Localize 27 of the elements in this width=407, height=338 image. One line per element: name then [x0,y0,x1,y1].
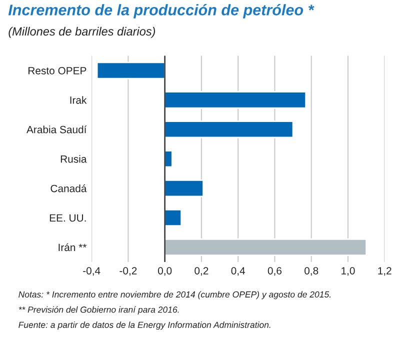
y-tick-label: Rusia [60,155,87,163]
y-tick-label: EE. UU. [50,214,86,222]
x-tick-label: -0,2 [120,267,137,276]
bar [96,62,166,80]
text: Notas: * Incremento entre noviembre de 2014 (cumbre OPEP) y agosto de 2015. [18,291,330,300]
chart-title: Incremento de la producción de petróleo * [8,4,314,18]
y-tick-label: Arabia Saudí [26,126,87,134]
x-tick-label: 1,0 [342,267,355,276]
x-tick-label: 1,2 [378,267,392,276]
x-tick-label: 0,2 [194,267,208,276]
x-tick-label: -0,4 [83,267,100,276]
x-tick-label: 0,4 [231,267,246,276]
y-tick-label: Resto OPEP [28,67,86,74]
y-tick-label: Canadá [50,184,87,192]
bar [164,208,182,227]
chart-subtitle: (Millones de barriles diarios) [8,26,156,38]
bar [164,180,204,198]
x-tick-label: 0,8 [304,267,318,276]
bar [164,238,367,256]
source-note: Fuente: a partir de datos de la Energy Information Administration. [18,322,270,330]
text: ** Previsión del Gobierno iraní para 2016. [18,306,179,314]
y-tick-label: Irán ** [58,243,87,252]
bar [164,91,307,109]
y-tick-label: Irak [70,96,87,104]
x-tick-label: 0,0 [158,267,172,276]
bar [164,120,294,138]
x-tick-label: 0,6 [268,267,282,276]
